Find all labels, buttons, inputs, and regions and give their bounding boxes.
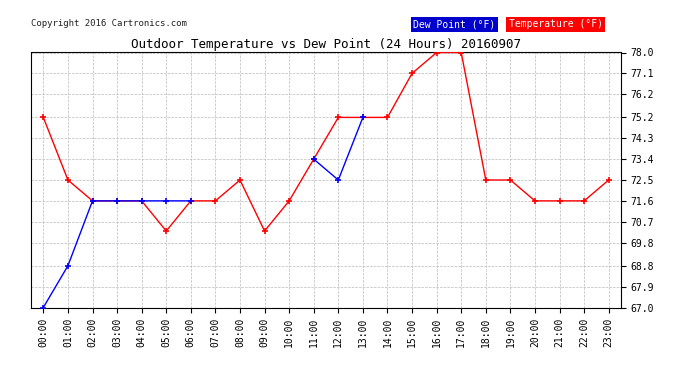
Text: Dew Point (°F): Dew Point (°F) (413, 20, 495, 29)
Text: Temperature (°F): Temperature (°F) (509, 20, 603, 29)
Text: Copyright 2016 Cartronics.com: Copyright 2016 Cartronics.com (31, 20, 187, 28)
Title: Outdoor Temperature vs Dew Point (24 Hours) 20160907: Outdoor Temperature vs Dew Point (24 Hou… (131, 38, 521, 51)
